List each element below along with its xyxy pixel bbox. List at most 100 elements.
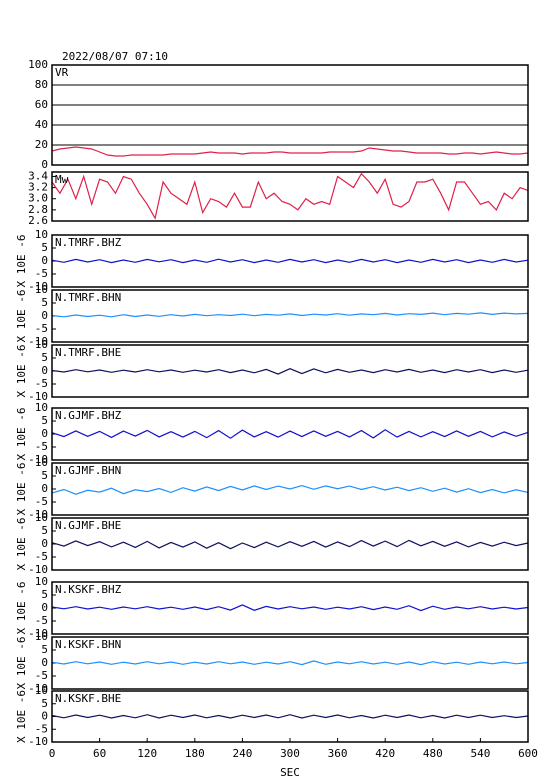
waveform: [51, 539, 529, 550]
y-tick-label: 10: [35, 684, 48, 697]
y-tick-label: 5: [41, 351, 48, 364]
x-tick-label: 120: [137, 747, 157, 760]
x-tick-label: 60: [93, 747, 106, 760]
panel-frame: [51, 462, 529, 516]
y-tick-label: 3.4: [28, 169, 48, 182]
y-tick-label: 0: [41, 364, 48, 377]
x-tick-label: 480: [423, 747, 443, 760]
panel-label: VR: [55, 66, 69, 79]
y-tick-label: 100: [28, 58, 48, 71]
panel-label: N.GJMF.BHE: [55, 519, 121, 532]
y-tick-label: 0: [41, 254, 48, 267]
panel-label: N.KSKF.BHZ: [55, 583, 122, 596]
y-tick-label: 5: [41, 469, 48, 482]
y-tick-label: 0: [41, 427, 48, 440]
y-axis-label: X 10E -6: [15, 582, 28, 635]
y-tick-label: 0: [41, 537, 48, 550]
waveform: [51, 714, 529, 719]
waveform: [51, 172, 529, 220]
y-tick-label: 5: [41, 296, 48, 309]
panel-label: N.GJMF.BHN: [55, 464, 121, 477]
y-tick-label: -5: [35, 722, 48, 735]
y-tick-label: -5: [35, 377, 48, 390]
waveform: [51, 660, 529, 666]
y-tick-label: 5: [41, 588, 48, 601]
panel-frame: [51, 690, 529, 743]
y-tick-label: -10: [28, 508, 48, 521]
y-tick-label: 10: [35, 456, 48, 469]
y-tick-label: 10: [35, 338, 48, 351]
y-tick-label: 0: [41, 158, 48, 171]
panel-frame: [51, 407, 529, 461]
y-axis-label: X 10E -6: [15, 690, 28, 743]
y-tick-label: 5: [41, 241, 48, 254]
panel-label: N.TMRF.BHN: [55, 291, 121, 304]
y-tick-label: -5: [35, 550, 48, 563]
x-tick-label: 600: [518, 747, 538, 760]
panel-frame: [51, 234, 529, 288]
panel-label: N.KSKF.BHE: [55, 692, 121, 705]
y-tick-label: 60: [35, 98, 48, 111]
y-tick-label: -10: [28, 453, 48, 466]
y-tick-label: 10: [35, 630, 48, 643]
y-tick-label: -10: [28, 280, 48, 293]
y-tick-label: 10: [35, 283, 48, 296]
y-tick-label: -10: [28, 390, 48, 403]
x-tick-label: 360: [328, 747, 348, 760]
y-tick-label: 0: [41, 482, 48, 495]
y-tick-label: 0: [41, 309, 48, 322]
y-tick-label: -10: [28, 335, 48, 348]
y-axis-label: X 10E -6: [15, 637, 28, 690]
y-tick-label: 3.0: [28, 192, 48, 205]
y-axis-label: X 10E -6: [15, 290, 28, 343]
waveform: [51, 484, 529, 495]
panel-frame: [51, 636, 529, 690]
panel-label: N.GJMF.BHZ: [55, 409, 122, 422]
x-tick-label: 420: [375, 747, 395, 760]
y-tick-label: 5: [41, 643, 48, 656]
y-tick-label: -10: [28, 563, 48, 576]
y-tick-label: 5: [41, 414, 48, 427]
y-tick-label: -10: [28, 682, 48, 695]
x-tick-label: 300: [280, 747, 300, 760]
chart-title: 2022/08/07 07:10: [62, 50, 168, 63]
panel-frame: [51, 517, 529, 571]
y-tick-label: 0: [41, 710, 48, 723]
y-axis-label: X 10E -6: [15, 463, 28, 516]
y-tick-label: -10: [28, 627, 48, 640]
y-tick-label: 3.2: [28, 181, 48, 194]
waveform: [51, 312, 529, 318]
y-axis-label: X 10E -6: [15, 518, 28, 571]
x-tick-label: 240: [232, 747, 252, 760]
y-axis-label: X 10E -6: [15, 235, 28, 288]
x-axis-label: SEC: [280, 766, 300, 779]
y-axis-label: X 10E -6: [15, 345, 28, 398]
y-tick-label: -10: [28, 735, 48, 748]
y-tick-label: 10: [35, 575, 48, 588]
y-tick-label: -5: [35, 614, 48, 627]
y-tick-label: 5: [41, 697, 48, 710]
panel-label: N.TMRF.BHZ: [55, 236, 122, 249]
y-tick-label: 0: [41, 601, 48, 614]
x-tick-label: 0: [49, 747, 56, 760]
y-tick-label: 10: [35, 511, 48, 524]
y-tick-label: 2.8: [28, 203, 48, 216]
y-tick-label: 0: [41, 656, 48, 669]
panel-frame: [51, 344, 529, 398]
panel-frame: [51, 64, 529, 166]
x-tick-label: 540: [470, 747, 490, 760]
panel-label: N.KSKF.BHN: [55, 638, 121, 651]
panel-frame: [51, 581, 529, 635]
y-tick-label: 2.6: [28, 214, 48, 227]
y-tick-label: -5: [35, 669, 48, 682]
y-tick-label: -5: [35, 440, 48, 453]
panel-label: N.TMRF.BHE: [55, 346, 121, 359]
y-tick-label: 5: [41, 524, 48, 537]
waveform: [51, 604, 529, 612]
waveform: [51, 429, 529, 439]
y-tick-label: 80: [35, 78, 48, 91]
x-tick-label: 180: [185, 747, 205, 760]
waveform: [51, 146, 529, 157]
y-tick-label: 40: [35, 118, 48, 131]
